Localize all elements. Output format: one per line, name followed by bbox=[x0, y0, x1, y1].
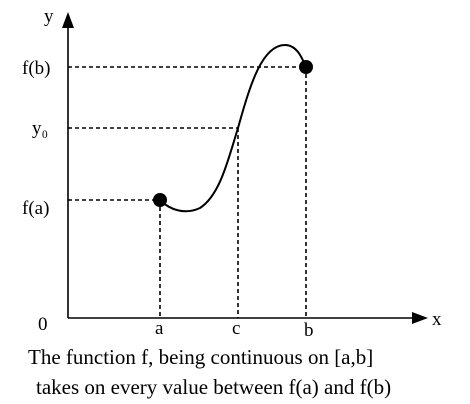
point-label: a bbox=[155, 318, 164, 339]
point-label: b bbox=[304, 320, 314, 341]
y-axis-arrow bbox=[62, 12, 74, 28]
level-label: y₀ bbox=[32, 118, 48, 139]
x-axis-label: x bbox=[432, 309, 442, 330]
level-label: f(b) bbox=[22, 58, 50, 79]
origin-label: 0 bbox=[38, 314, 48, 335]
caption-line: The function f, being continuous on [a,b… bbox=[28, 345, 373, 369]
function-curve bbox=[159, 43, 307, 213]
y-axis-label: y bbox=[44, 6, 54, 27]
caption-line: takes on every value between f(a) and f(… bbox=[36, 375, 391, 399]
endpoint-a bbox=[153, 193, 167, 207]
x-axis-arrow bbox=[412, 312, 428, 324]
level-label: f(a) bbox=[22, 198, 49, 219]
endpoint-b bbox=[299, 60, 313, 74]
point-label: c bbox=[232, 318, 240, 339]
